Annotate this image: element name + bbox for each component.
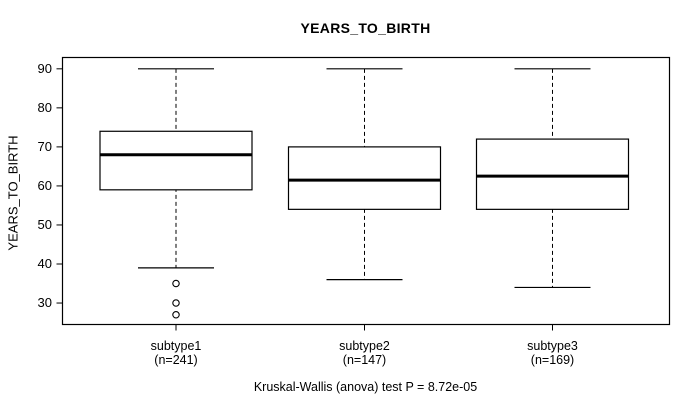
outlier-point <box>172 310 180 319</box>
plot-border <box>61 56 671 326</box>
y-tick-label: 80 <box>37 99 52 115</box>
group-name: subtype3 <box>527 339 578 353</box>
y-tick-label: 90 <box>37 60 52 76</box>
stat-test-caption: Kruskal-Wallis (anova) test P = 8.72e-05 <box>253 380 478 394</box>
iqr-box-subtype1 <box>99 130 253 191</box>
iqr-box-subtype3 <box>475 138 630 210</box>
x-group-label-subtype2: subtype2 (n=147) <box>295 339 435 367</box>
group-n: (n=169) <box>530 352 575 367</box>
y-tick-label: 60 <box>37 177 52 193</box>
chart-title: YEARS_TO_BIRTH <box>300 20 431 36</box>
iqr-box-subtype2 <box>287 146 442 210</box>
outlier-point <box>172 279 180 288</box>
y-tick-label: 30 <box>37 295 52 311</box>
y-tick-label: 40 <box>37 255 52 271</box>
group-name: subtype2 <box>339 339 390 353</box>
group-n: (n=147) <box>342 352 387 367</box>
y-tick-label: 70 <box>37 138 52 154</box>
group-name: subtype1 <box>150 339 202 353</box>
x-group-label-subtype3: subtype3 (n=169) <box>483 339 623 367</box>
y-tick-label: 50 <box>37 216 52 232</box>
outlier-point <box>172 299 180 307</box>
x-group-label-subtype1: subtype1 (n=241) <box>106 339 246 367</box>
group-n: (n=241) <box>154 352 198 367</box>
